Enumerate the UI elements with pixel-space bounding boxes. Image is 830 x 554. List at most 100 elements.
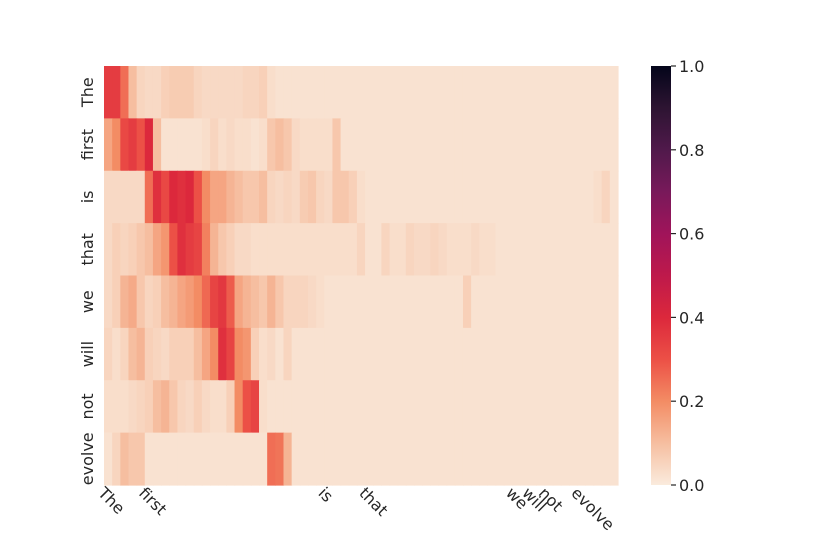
heatmap-cell — [479, 66, 489, 119]
heatmap-cell — [112, 380, 121, 434]
heatmap-cell — [544, 380, 554, 434]
heatmap-cell — [152, 327, 162, 381]
heatmap-cell — [528, 327, 538, 381]
heatmap-cell — [495, 66, 505, 119]
heatmap-cell — [405, 380, 415, 434]
heatmap-cell — [307, 66, 317, 119]
heatmap-cell — [544, 432, 554, 486]
heatmap-cell — [169, 275, 179, 329]
heatmap-cell — [291, 223, 301, 277]
heatmap-cell — [185, 170, 195, 224]
heatmap-cell — [234, 66, 244, 119]
heatmap-cell — [365, 380, 374, 434]
heatmap-cell — [275, 170, 285, 224]
y-tick-label: is — [78, 191, 97, 204]
heatmap-cell — [299, 223, 309, 277]
heatmap-cell — [495, 275, 505, 329]
heatmap-cell — [609, 66, 619, 119]
heatmap-cell — [332, 118, 342, 172]
heatmap-cell — [405, 327, 415, 381]
heatmap-cell — [161, 223, 170, 277]
heatmap-cell — [226, 275, 236, 329]
heatmap-cell — [120, 118, 130, 172]
heatmap-cell — [283, 66, 293, 119]
heatmap-cell — [560, 118, 570, 172]
heatmap-cell — [259, 275, 268, 329]
x-tick-label: is — [315, 483, 337, 505]
heatmap-cell — [585, 118, 595, 172]
heatmap-cell — [552, 380, 562, 434]
heatmap-cell — [275, 223, 285, 277]
heatmap-cell — [193, 223, 203, 277]
heatmap-cell — [250, 66, 260, 119]
heatmap-cell — [226, 327, 236, 381]
heatmap-cell — [210, 275, 219, 329]
heatmap-cell — [340, 170, 350, 224]
heatmap-cell — [479, 432, 489, 486]
heatmap-cell — [161, 432, 170, 486]
heatmap-cell — [348, 170, 358, 224]
heatmap-cell — [511, 118, 521, 172]
heatmap-cell — [381, 275, 391, 329]
heatmap-cell — [373, 380, 382, 434]
heatmap-cell — [552, 432, 562, 486]
heatmap-cell — [340, 432, 350, 486]
heatmap-cell — [201, 275, 211, 329]
heatmap-cell — [511, 380, 521, 434]
heatmap-cell — [601, 223, 611, 277]
heatmap-cell — [161, 170, 170, 224]
heatmap-cell — [422, 118, 431, 172]
heatmap-cell — [414, 380, 423, 434]
heatmap-cell — [430, 118, 440, 172]
heatmap-cell — [316, 170, 325, 224]
heatmap-cell — [389, 432, 399, 486]
heatmap-cell — [299, 118, 309, 172]
heatmap-cell — [422, 223, 431, 277]
heatmap-cell — [226, 170, 236, 224]
heatmap-cell — [609, 327, 619, 381]
heatmap-cell — [136, 170, 146, 224]
heatmap-cell — [405, 66, 415, 119]
heatmap-cell — [275, 327, 285, 381]
heatmap-cell — [177, 275, 187, 329]
heatmap-cell — [487, 432, 497, 486]
heatmap-cell — [520, 275, 529, 329]
heatmap-cell — [471, 275, 480, 329]
heatmap-cell — [316, 118, 325, 172]
colorbar — [651, 66, 671, 485]
heatmap-cell — [528, 170, 538, 224]
heatmap-cell — [552, 275, 562, 329]
heatmap-cell — [291, 380, 301, 434]
heatmap-cell — [234, 118, 244, 172]
heatmap-cell — [430, 170, 440, 224]
heatmap-cell — [520, 223, 529, 277]
heatmap-cell — [234, 380, 244, 434]
heatmap-cell — [430, 432, 440, 486]
heatmap-cell — [144, 118, 154, 172]
heatmap-cell — [585, 66, 595, 119]
heatmap-cell — [389, 66, 399, 119]
heatmap-cell — [487, 66, 497, 119]
heatmap-cell — [487, 380, 497, 434]
heatmap-cell — [381, 170, 391, 224]
heatmap-cell — [152, 170, 162, 224]
heatmap-cell — [397, 170, 407, 224]
heatmap-cell — [397, 380, 407, 434]
heatmap-cell — [259, 380, 268, 434]
heatmap-cell — [430, 275, 440, 329]
colorbar-ticks: 0.0 0.2 0.4 0.6 0.8 1.0 — [671, 57, 704, 495]
heatmap-cell — [120, 275, 130, 329]
heatmap-cell — [234, 275, 244, 329]
heatmap-cell — [340, 327, 350, 381]
heatmap-cell — [462, 66, 472, 119]
heatmap-cell — [267, 380, 276, 434]
heatmap-cell — [161, 118, 170, 172]
heatmap-cell — [291, 275, 301, 329]
heatmap-cell — [144, 275, 154, 329]
y-tick-label: that — [78, 233, 97, 265]
heatmap-cell — [430, 380, 440, 434]
heatmap-cell — [144, 170, 154, 224]
heatmap-cell — [152, 275, 162, 329]
heatmap-cell — [511, 223, 521, 277]
heatmap-cell — [479, 118, 489, 172]
